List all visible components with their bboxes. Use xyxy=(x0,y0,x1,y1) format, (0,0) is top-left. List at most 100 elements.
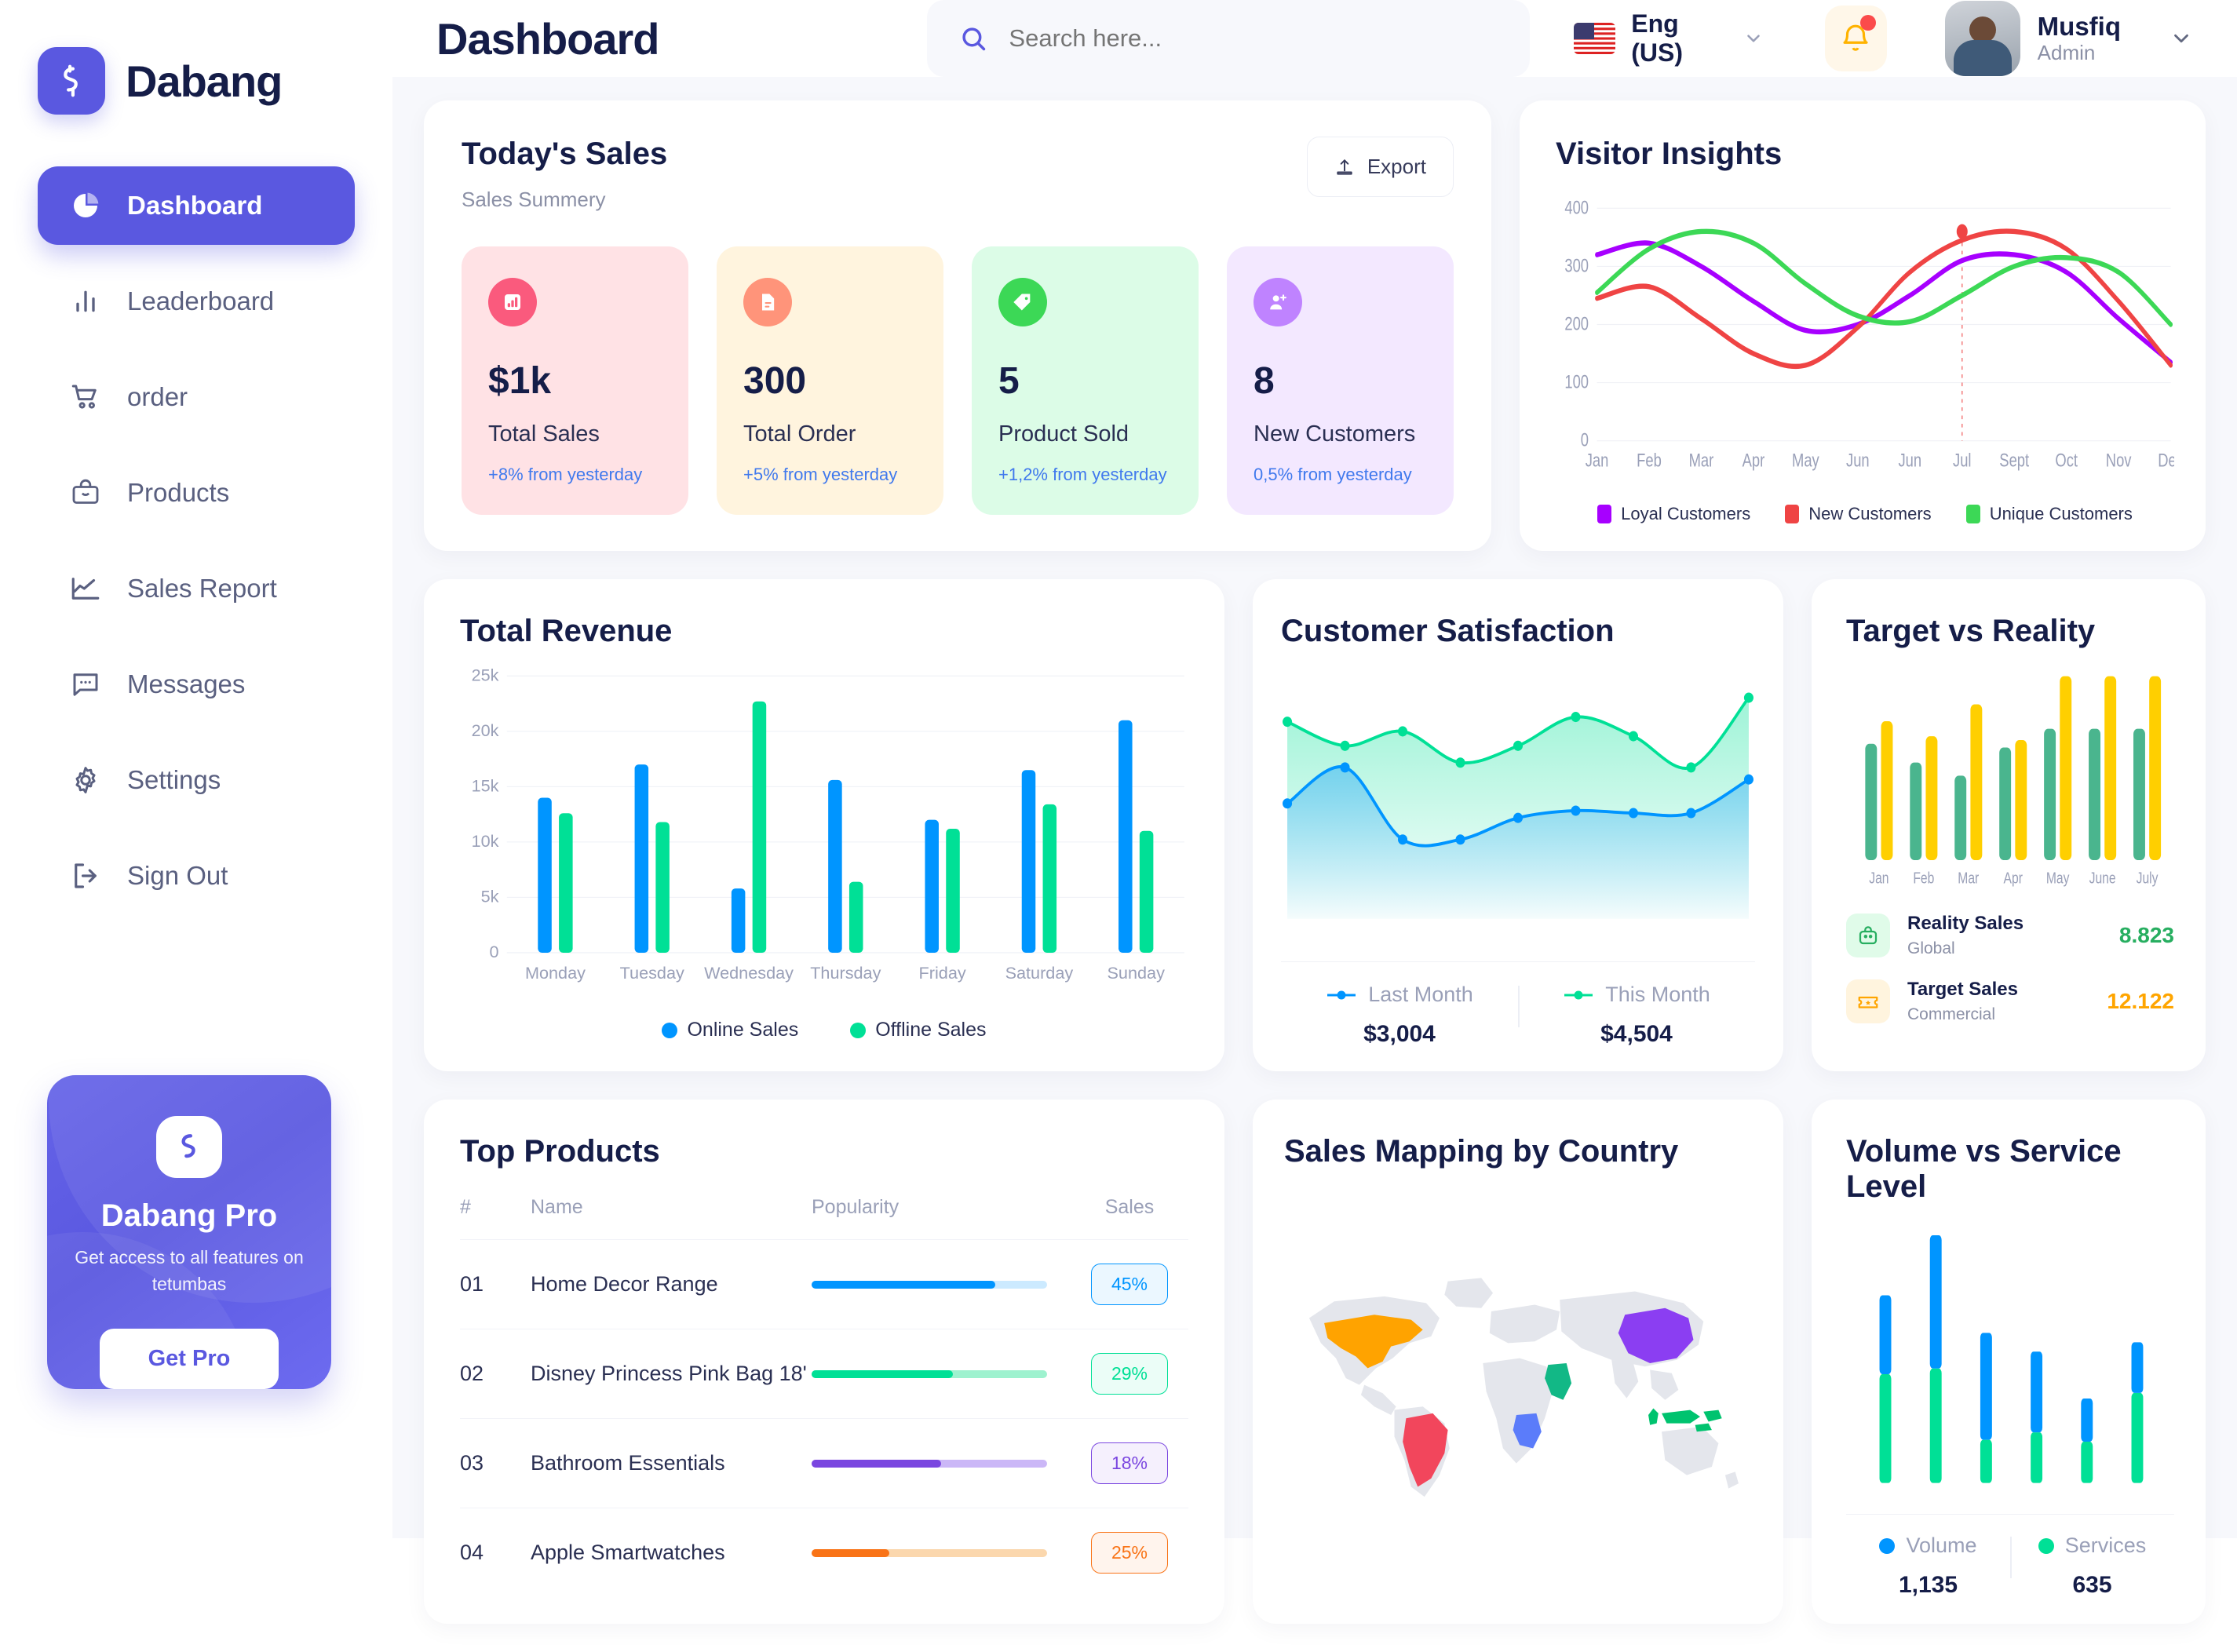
svg-text:Saturday: Saturday xyxy=(1005,963,1074,983)
table-row[interactable]: 01 Home Decor Range 45% xyxy=(460,1239,1188,1329)
get-pro-button[interactable]: Get Pro xyxy=(99,1329,279,1389)
sidebar-item-settings[interactable]: Settings xyxy=(38,741,355,819)
sidebar-item-label: Products xyxy=(127,478,230,507)
export-label: Export xyxy=(1367,155,1426,178)
top-products-card: Top Products # Name Popularity Sales 01 H… xyxy=(424,1100,1224,1625)
svg-text:Nov: Nov xyxy=(2106,449,2132,471)
export-button[interactable]: Export xyxy=(1306,137,1454,197)
popularity-bar xyxy=(812,1280,1047,1289)
avatar xyxy=(1944,1,2020,76)
sidebar-item-dashboard[interactable]: Dashboard xyxy=(38,166,355,245)
volume-service-card: Volume vs Service Level Volume 1,135 xyxy=(1812,1100,2206,1625)
svg-text:20k: 20k xyxy=(472,720,499,740)
svg-text:May: May xyxy=(1792,449,1819,471)
cell-sales: 29% xyxy=(1071,1329,1188,1419)
stat-card-total-order[interactable]: 300 Total Order +5% from yesterday xyxy=(717,246,943,515)
legend-value: 12.122 xyxy=(2107,989,2174,1014)
target-vs-reality-chart: Jan Feb Mar Apr May June July xyxy=(1846,665,2174,897)
stat-value: $1k xyxy=(488,360,552,402)
summary-value: 635 xyxy=(2072,1572,2112,1599)
language-label: Eng (US) xyxy=(1631,9,1683,67)
svg-text:Sept: Sept xyxy=(1999,449,2029,471)
svg-text:400: 400 xyxy=(1564,196,1589,218)
sidebar-item-order[interactable]: order xyxy=(38,358,355,436)
map-region-indonesia xyxy=(1648,1408,1722,1432)
popularity-bar-fill xyxy=(812,1280,995,1289)
card-title: Total Revenue xyxy=(460,614,673,648)
top-bar: Dashboard xyxy=(392,0,2237,77)
legend-name: Reality Sales xyxy=(1907,913,2024,935)
cell-popularity xyxy=(812,1239,1071,1329)
svg-text:Jun: Jun xyxy=(1898,449,1921,471)
sidebar-item-leaderboard[interactable]: Leaderboard xyxy=(38,262,355,341)
stat-label: Total Sales xyxy=(488,421,600,447)
bag-icon xyxy=(68,475,104,511)
user-menu[interactable]: Musfiq Admin xyxy=(1944,1,2193,76)
cart-icon xyxy=(68,379,104,415)
legend-item: Offline Sales xyxy=(850,1019,987,1041)
svg-text:Sunday: Sunday xyxy=(1107,963,1165,983)
legend-label: This Month xyxy=(1605,983,1710,1007)
card-title: Customer Satisfaction xyxy=(1281,614,1615,648)
svg-text:Jan: Jan xyxy=(1586,449,1609,471)
sidebar-item-label: Sales Report xyxy=(127,574,277,603)
cell-popularity xyxy=(812,1508,1071,1598)
svg-text:200: 200 xyxy=(1564,312,1589,334)
map-region-china xyxy=(1618,1307,1694,1364)
cell-popularity xyxy=(812,1329,1071,1419)
legend-type: Commercial xyxy=(1907,1005,1996,1024)
svg-text:15k: 15k xyxy=(472,776,499,796)
search-bar[interactable] xyxy=(927,0,1531,77)
sidebar-item-label: Sign Out xyxy=(127,861,228,890)
top-products-table: # Name Popularity Sales 01 Home Decor Ran… xyxy=(460,1196,1188,1598)
svg-text:Feb: Feb xyxy=(1637,449,1662,471)
stat-card-new-customers[interactable]: 8 New Customers 0,5% from yesterday xyxy=(1227,246,1454,515)
table-row[interactable]: 03 Bathroom Essentials 18% xyxy=(460,1418,1188,1508)
world-map xyxy=(1284,1169,1752,1600)
stat-card-product-sold[interactable]: 5 Product Sold +1,2% from yesterday xyxy=(972,246,1199,515)
legend-item: Loyal Customers xyxy=(1597,504,1750,524)
table-row[interactable]: 02 Disney Princess Pink Bag 18' 29% xyxy=(460,1329,1188,1419)
status-badge: 25% xyxy=(1091,1532,1168,1574)
stat-value: 5 xyxy=(998,360,1020,402)
main-area: Dashboard xyxy=(392,0,2237,1625)
summary-last-month: Last Month $3,004 xyxy=(1281,983,1518,1048)
target-vs-reality-card: Target vs Reality Jan Feb Mar Apr May June Jul… xyxy=(1812,579,2206,1072)
sidebar-item-label: Leaderboard xyxy=(127,286,275,315)
notification-button[interactable] xyxy=(1825,5,1887,71)
map-region-dr-congo xyxy=(1513,1413,1542,1449)
svg-text:Jul: Jul xyxy=(1953,449,1972,471)
chevron-down-icon[interactable] xyxy=(2169,27,2193,50)
cell-name: Bathroom Essentials xyxy=(531,1418,812,1508)
stat-card-total-sales[interactable]: $1k Total Sales +8% from yesterday xyxy=(462,246,688,515)
stat-delta: 0,5% from yesterday xyxy=(1254,465,1412,484)
legend-dot xyxy=(662,1022,678,1038)
summary-services: Services 635 xyxy=(2010,1533,2174,1599)
table-row[interactable]: 04 Apple Smartwatches 25% xyxy=(460,1508,1188,1598)
bell-icon xyxy=(1839,22,1872,55)
language-selector[interactable]: Eng (US) xyxy=(1574,9,1764,67)
legend-label: Services xyxy=(2064,1533,2147,1558)
summary-this-month: This Month $4,504 xyxy=(1518,983,1755,1048)
card-title: Sales Mapping by Country xyxy=(1284,1134,1679,1169)
sidebar-item-products[interactable]: Products xyxy=(38,454,355,532)
row-top: Today's Sales Sales Summery Export xyxy=(424,100,2206,551)
sidebar-item-messages[interactable]: Messages xyxy=(38,645,355,724)
line-marker-icon xyxy=(1327,990,1356,1000)
svg-text:25k: 25k xyxy=(472,668,499,684)
status-badge: 45% xyxy=(1091,1264,1168,1306)
pie-chart-icon xyxy=(68,188,104,224)
sidebar-item-label: Settings xyxy=(127,765,221,794)
sidebar-item-sign-out[interactable]: Sign Out xyxy=(38,837,355,915)
legend-label: Online Sales xyxy=(687,1019,799,1041)
card-title: Today's Sales xyxy=(462,137,668,171)
search-input[interactable] xyxy=(1009,24,1499,53)
legend-item: Unique Customers xyxy=(1965,504,2133,524)
legend-label: Offline Sales xyxy=(875,1019,987,1041)
sidebar-nav: Dashboard Leaderboard order xyxy=(0,166,392,932)
sidebar-item-sales-report[interactable]: Sales Report xyxy=(38,549,355,628)
cell-num: 01 xyxy=(460,1239,531,1329)
svg-text:Apr: Apr xyxy=(2004,868,2023,887)
legend-dot xyxy=(2038,1537,2054,1554)
summary-value: $3,004 xyxy=(1363,1021,1436,1048)
